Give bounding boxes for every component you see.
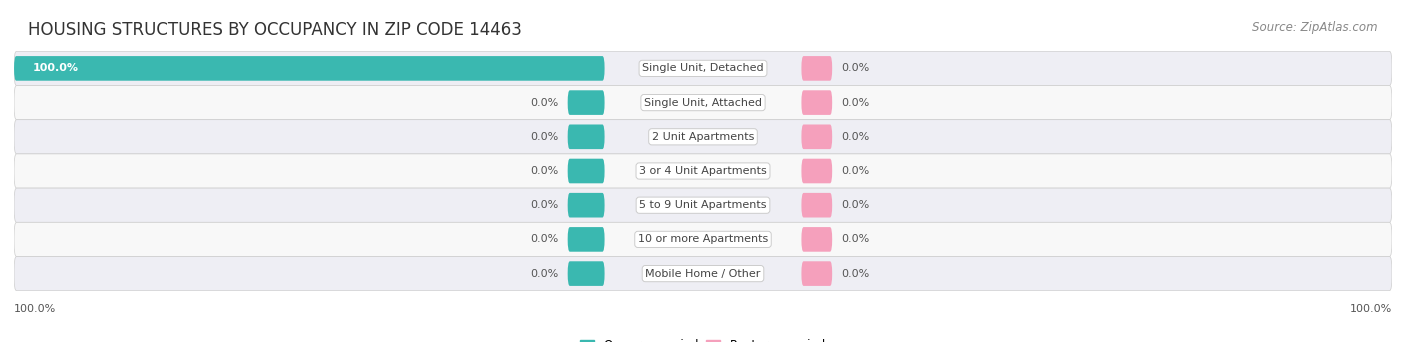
- FancyBboxPatch shape: [14, 51, 1392, 86]
- FancyBboxPatch shape: [801, 261, 832, 286]
- Text: 0.0%: 0.0%: [530, 132, 558, 142]
- Text: 0.0%: 0.0%: [841, 234, 870, 245]
- Text: 0.0%: 0.0%: [841, 200, 870, 210]
- Text: 2 Unit Apartments: 2 Unit Apartments: [652, 132, 754, 142]
- FancyBboxPatch shape: [801, 227, 832, 252]
- Text: Mobile Home / Other: Mobile Home / Other: [645, 268, 761, 279]
- Text: 0.0%: 0.0%: [530, 234, 558, 245]
- FancyBboxPatch shape: [801, 90, 832, 115]
- FancyBboxPatch shape: [14, 256, 1392, 291]
- FancyBboxPatch shape: [568, 159, 605, 183]
- Text: Source: ZipAtlas.com: Source: ZipAtlas.com: [1253, 21, 1378, 34]
- FancyBboxPatch shape: [801, 193, 832, 218]
- FancyBboxPatch shape: [568, 193, 605, 218]
- Text: 3 or 4 Unit Apartments: 3 or 4 Unit Apartments: [640, 166, 766, 176]
- Text: HOUSING STRUCTURES BY OCCUPANCY IN ZIP CODE 14463: HOUSING STRUCTURES BY OCCUPANCY IN ZIP C…: [28, 21, 522, 39]
- Text: 0.0%: 0.0%: [530, 97, 558, 108]
- FancyBboxPatch shape: [801, 56, 832, 81]
- Text: 0.0%: 0.0%: [530, 200, 558, 210]
- FancyBboxPatch shape: [14, 56, 605, 81]
- Text: 10 or more Apartments: 10 or more Apartments: [638, 234, 768, 245]
- Text: 0.0%: 0.0%: [530, 268, 558, 279]
- FancyBboxPatch shape: [14, 188, 1392, 222]
- Text: 0.0%: 0.0%: [841, 97, 870, 108]
- Text: 0.0%: 0.0%: [530, 166, 558, 176]
- FancyBboxPatch shape: [568, 90, 605, 115]
- Text: 5 to 9 Unit Apartments: 5 to 9 Unit Apartments: [640, 200, 766, 210]
- FancyBboxPatch shape: [14, 222, 1392, 256]
- FancyBboxPatch shape: [14, 120, 1392, 154]
- FancyBboxPatch shape: [568, 227, 605, 252]
- FancyBboxPatch shape: [568, 261, 605, 286]
- Text: 0.0%: 0.0%: [841, 132, 870, 142]
- Text: Single Unit, Attached: Single Unit, Attached: [644, 97, 762, 108]
- Text: 0.0%: 0.0%: [841, 63, 870, 74]
- Text: 100.0%: 100.0%: [14, 304, 56, 314]
- Text: Single Unit, Detached: Single Unit, Detached: [643, 63, 763, 74]
- Text: 0.0%: 0.0%: [841, 268, 870, 279]
- FancyBboxPatch shape: [801, 159, 832, 183]
- Text: 100.0%: 100.0%: [32, 63, 79, 74]
- FancyBboxPatch shape: [568, 124, 605, 149]
- Text: 100.0%: 100.0%: [1350, 304, 1392, 314]
- FancyBboxPatch shape: [14, 86, 1392, 120]
- Text: 0.0%: 0.0%: [841, 166, 870, 176]
- Legend: Owner-occupied, Renter-occupied: Owner-occupied, Renter-occupied: [579, 339, 827, 342]
- FancyBboxPatch shape: [14, 154, 1392, 188]
- FancyBboxPatch shape: [801, 124, 832, 149]
